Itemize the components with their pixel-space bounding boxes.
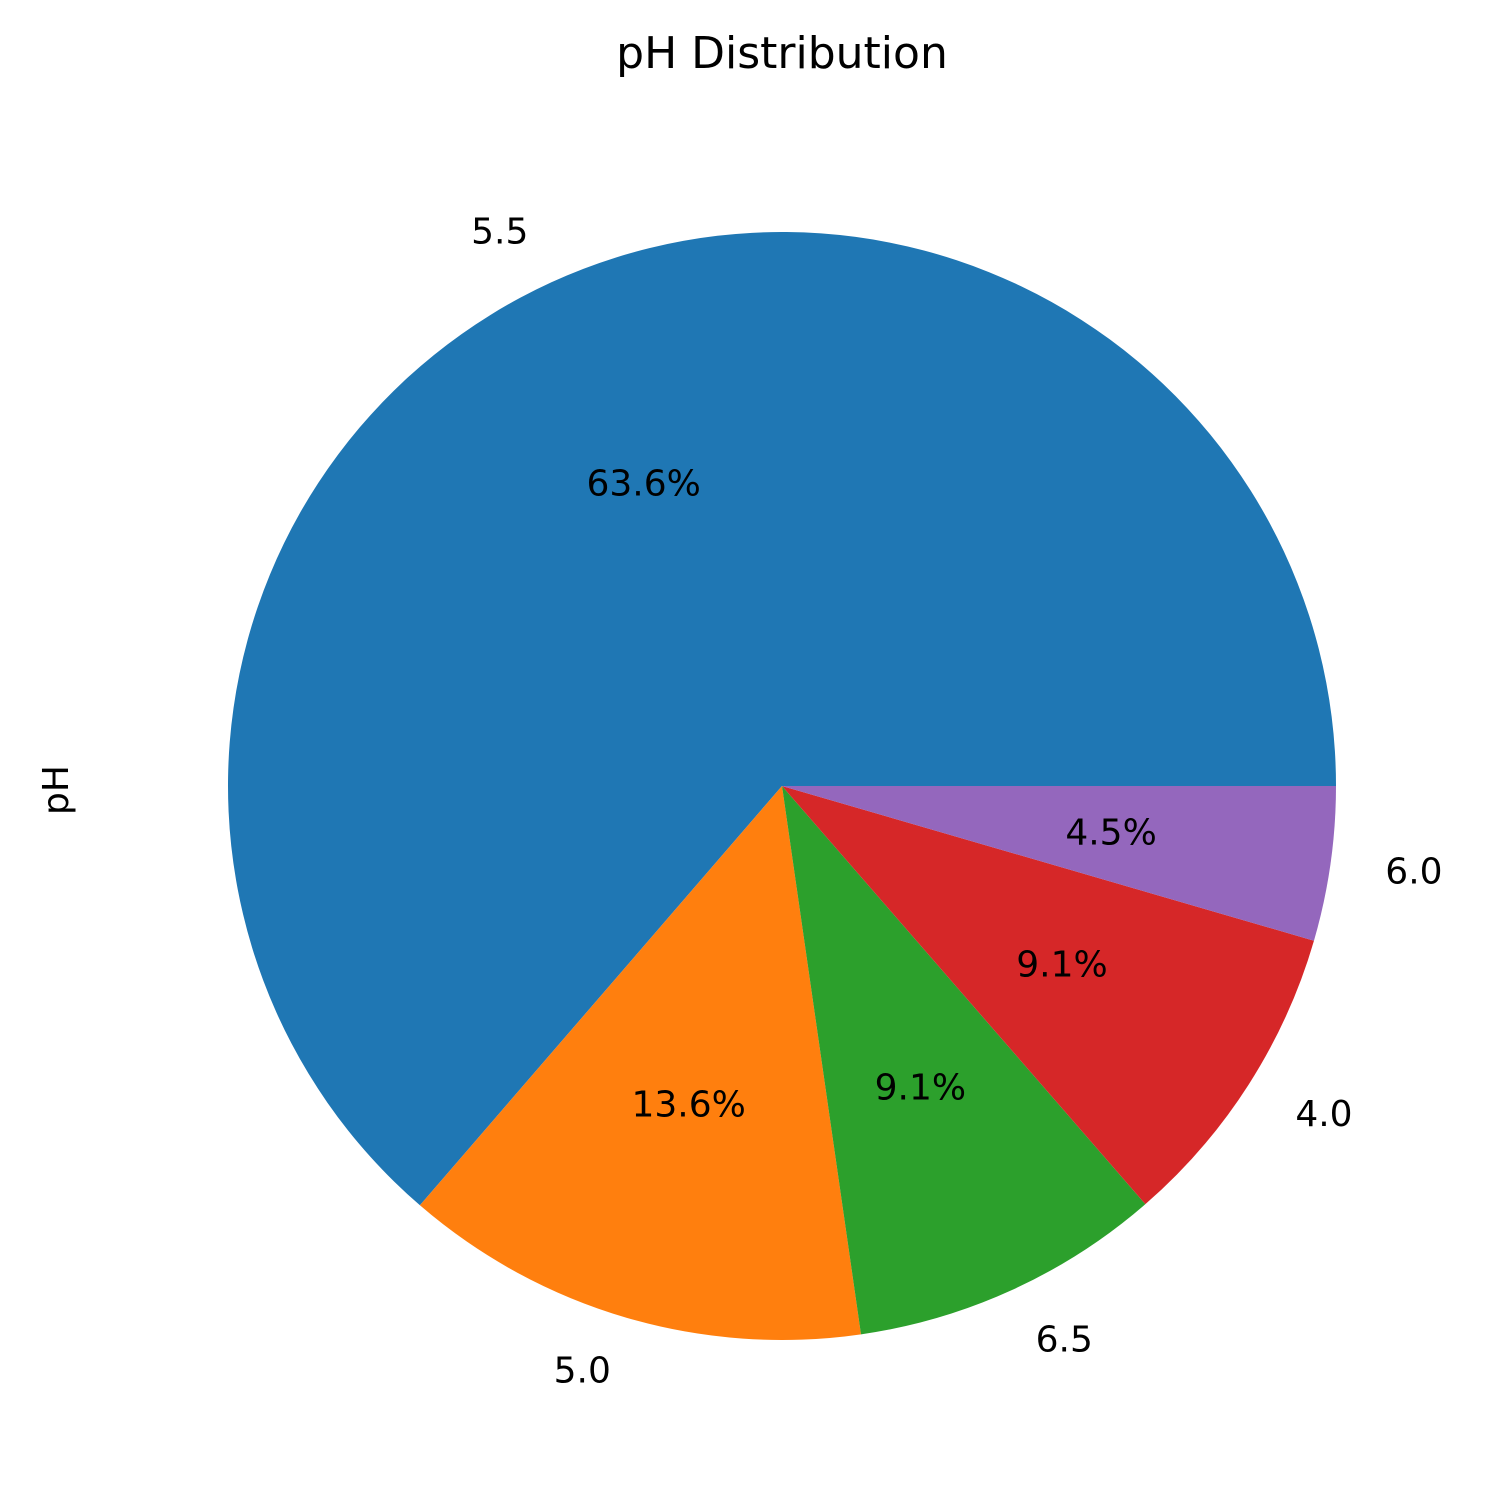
pie-slice-4 xyxy=(782,786,1336,941)
slice-percent-1: 13.6% xyxy=(631,1085,745,1126)
pie-labels: 5.5 63.6% 5.0 13.6% 6.5 9.1% 4.0 9.1% 6.0 4.5% xyxy=(471,211,1442,1391)
slice-label-2: 6.5 xyxy=(1036,1320,1093,1361)
chart-title: pH Distribution xyxy=(616,28,948,79)
pie-slices xyxy=(227,232,1337,1340)
pie-slice-0 xyxy=(227,232,1337,1206)
slice-label-1: 5.0 xyxy=(554,1350,611,1391)
y-axis-label: pH xyxy=(36,765,77,815)
slice-label-0: 5.5 xyxy=(471,211,528,252)
pie-slice-2 xyxy=(782,786,1146,1335)
pie-slice-1 xyxy=(419,786,861,1340)
slice-percent-0: 63.6% xyxy=(586,463,700,504)
pie-slice-3 xyxy=(782,786,1314,1205)
slice-percent-4: 4.5% xyxy=(1065,812,1156,853)
slice-percent-2: 9.1% xyxy=(875,1068,966,1109)
slice-percent-3: 9.1% xyxy=(1016,945,1107,986)
slice-label-3: 4.0 xyxy=(1295,1094,1352,1135)
slice-label-4: 6.0 xyxy=(1385,851,1442,892)
